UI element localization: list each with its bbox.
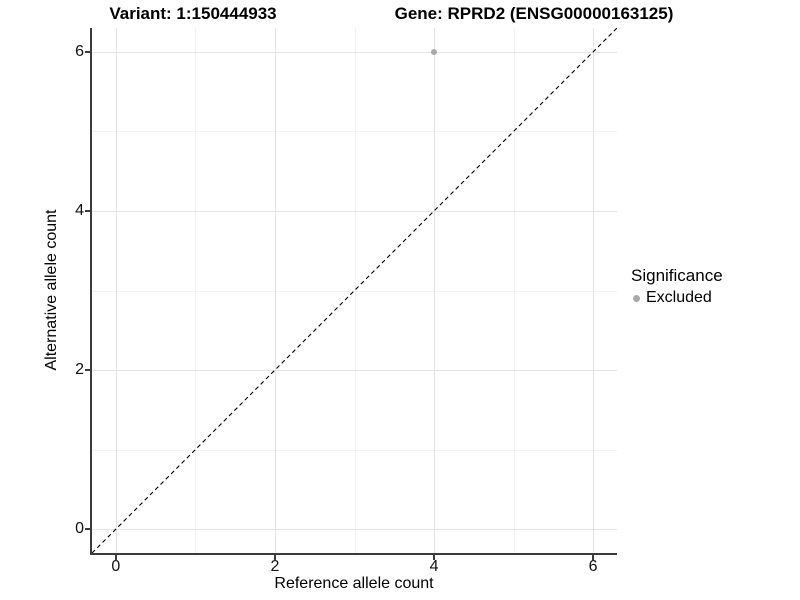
x-axis-line xyxy=(90,553,617,555)
x-axis-ticks xyxy=(92,555,617,560)
legend-title: Significance xyxy=(631,266,723,285)
plot-title-variant: Variant: 1:150444933 xyxy=(109,4,277,23)
x-axis-tick xyxy=(592,555,595,560)
minor-gridline-horizontal xyxy=(92,449,617,451)
x-axis-tick-labels: 0 2 4 6 xyxy=(92,558,617,578)
y-axis-tick xyxy=(85,209,90,212)
legend-item: Excluded xyxy=(631,289,723,307)
x-axis-title: Reference allele count xyxy=(274,575,434,592)
y-axis-line xyxy=(90,28,92,555)
x-axis-tick xyxy=(273,555,276,560)
major-gridline-horizontal xyxy=(92,210,617,212)
y-axis-tick-labels: 0 2 4 6 xyxy=(0,28,84,553)
y-axis-tick-label: 4 xyxy=(75,201,84,219)
identity-reference-line xyxy=(92,28,617,553)
y-axis-tick-label: 2 xyxy=(75,361,84,379)
plot-title-gene: Gene: RPRD2 (ENSG00000163125) xyxy=(394,4,674,23)
legend-label: Excluded xyxy=(646,289,712,306)
y-axis-ticks xyxy=(85,28,90,553)
data-point xyxy=(431,48,438,55)
minor-gridline-horizontal xyxy=(92,290,617,292)
major-gridline-horizontal xyxy=(92,529,617,531)
x-axis-tick xyxy=(114,555,117,560)
y-axis-tick xyxy=(85,50,90,53)
legend-point-icon xyxy=(633,294,640,302)
y-axis-tick-label: 6 xyxy=(75,42,84,60)
major-gridline-horizontal xyxy=(92,370,617,372)
major-gridline-horizontal xyxy=(92,51,617,53)
major-gridline-vertical xyxy=(274,28,276,553)
y-axis-tick xyxy=(85,528,90,531)
minor-gridline-horizontal xyxy=(92,131,617,133)
x-axis-tick-label: 0 xyxy=(111,558,121,575)
x-axis-tick-label: 2 xyxy=(270,558,280,575)
x-axis-tick-label: 6 xyxy=(588,558,598,575)
y-axis-tick-label: 0 xyxy=(75,520,84,538)
x-axis-tick-label: 4 xyxy=(429,558,439,575)
x-axis-tick xyxy=(433,555,436,560)
major-gridline-vertical xyxy=(593,28,595,553)
plot-panel xyxy=(92,28,617,553)
legend-entries: Excluded xyxy=(631,289,723,307)
y-axis-tick xyxy=(85,369,90,372)
major-gridline-vertical xyxy=(434,28,436,553)
major-gridline-vertical xyxy=(115,28,117,553)
legend: Significance Excluded xyxy=(631,266,723,307)
